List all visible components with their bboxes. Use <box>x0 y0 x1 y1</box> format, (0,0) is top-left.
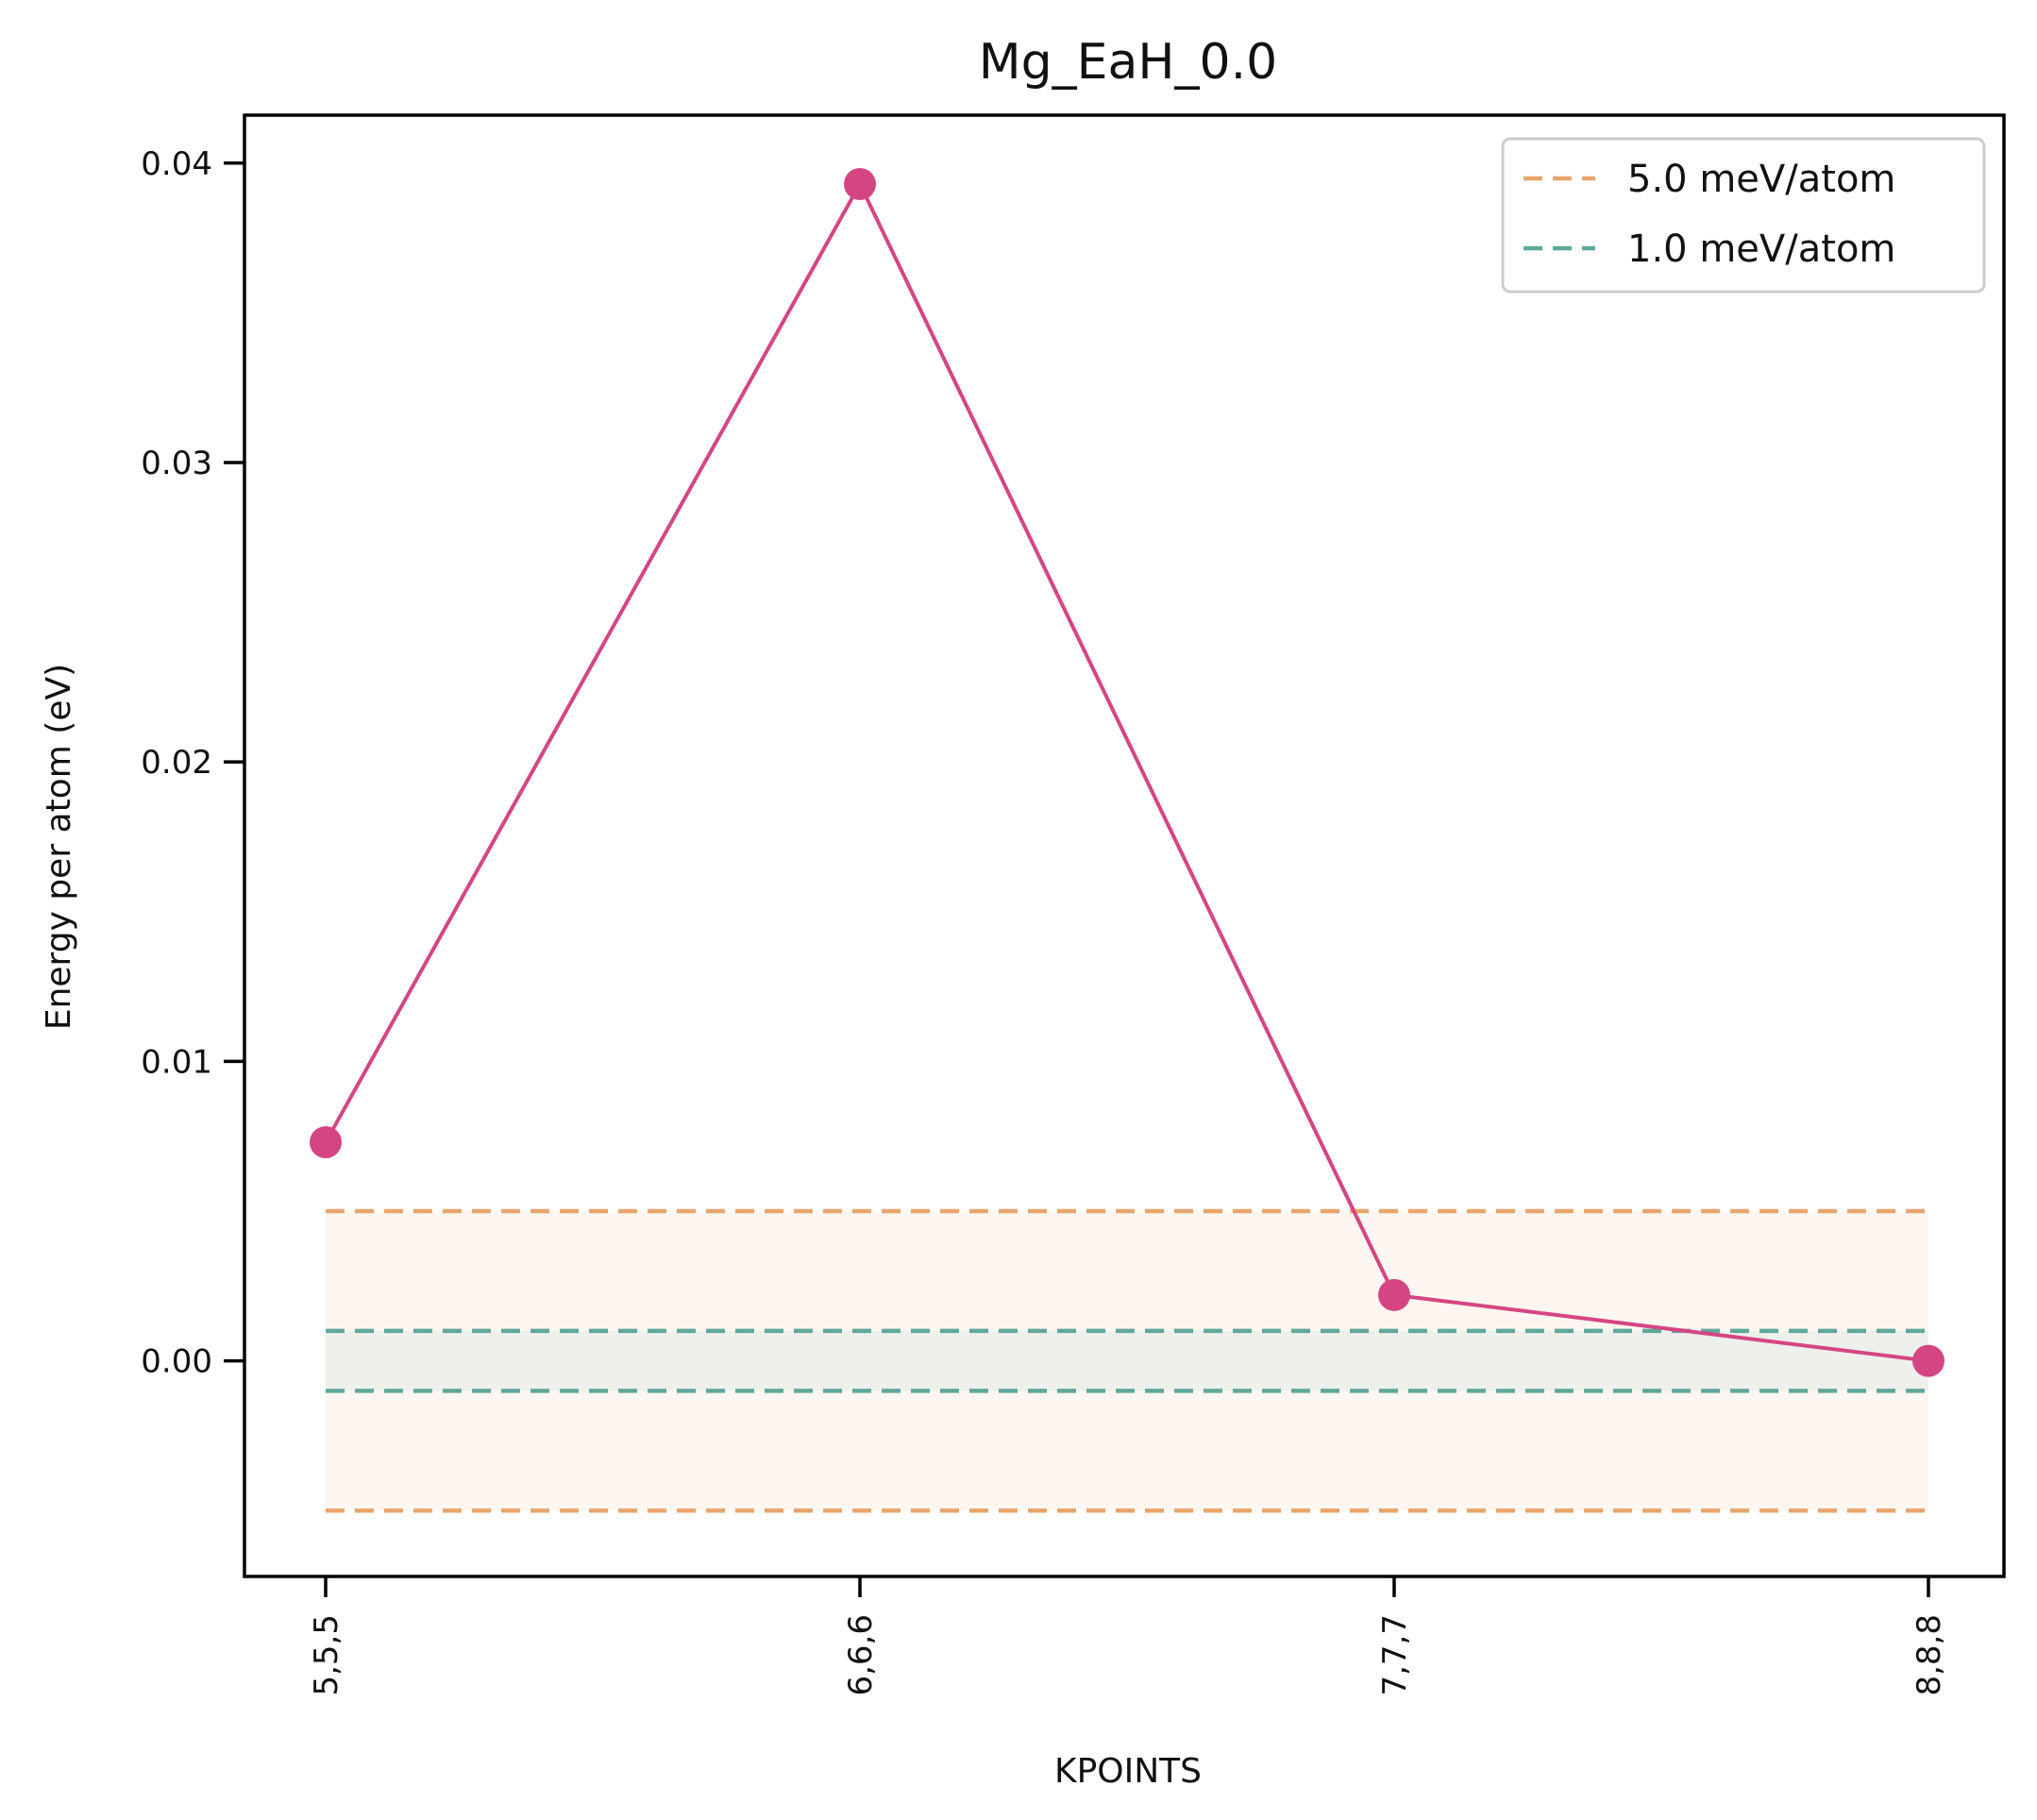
data-point-3 <box>1912 1344 1944 1377</box>
legend-box <box>1501 137 1986 294</box>
x-tick-label-2: 7,7,7 <box>1376 1614 1414 1696</box>
legend-label-0: 5.0 meV/atom <box>1627 158 1895 201</box>
y-axis-label: Energy per atom (eV) <box>40 664 78 1030</box>
legend: 5.0 meV/atom 1.0 meV/atom <box>1501 137 1986 294</box>
y-tick-label-0: 0.00 <box>141 1343 212 1381</box>
threshold-band-1 <box>326 1330 1928 1391</box>
x-tick-label-0: 5,5,5 <box>308 1614 345 1696</box>
chart-title: Mg_EaH_0.0 <box>979 34 1277 91</box>
x-tick-label-3: 8,8,8 <box>1911 1614 1948 1696</box>
plot-frame <box>243 113 2006 1578</box>
data-point-2 <box>1378 1278 1410 1311</box>
plot-area <box>310 167 1944 1513</box>
y-tick-label-2: 0.02 <box>141 744 212 782</box>
axes: 0.00 0.01 0.02 0.03 0.04 5,5,5 6,6,6 7,7,7 8,8,8 <box>141 145 1948 1696</box>
x-tick-label-1: 6,6,6 <box>842 1614 880 1696</box>
y-tick-label-4: 0.04 <box>141 145 212 183</box>
legend-label-1: 1.0 meV/atom <box>1627 228 1895 271</box>
y-tick-label-3: 0.03 <box>141 445 212 482</box>
series-line-0 <box>324 179 1929 1363</box>
data-point-0 <box>310 1126 342 1159</box>
y-tick-label-1: 0.01 <box>141 1043 212 1081</box>
data-point-1 <box>844 167 876 200</box>
x-axis-label: KPOINTS <box>1054 1752 1202 1791</box>
